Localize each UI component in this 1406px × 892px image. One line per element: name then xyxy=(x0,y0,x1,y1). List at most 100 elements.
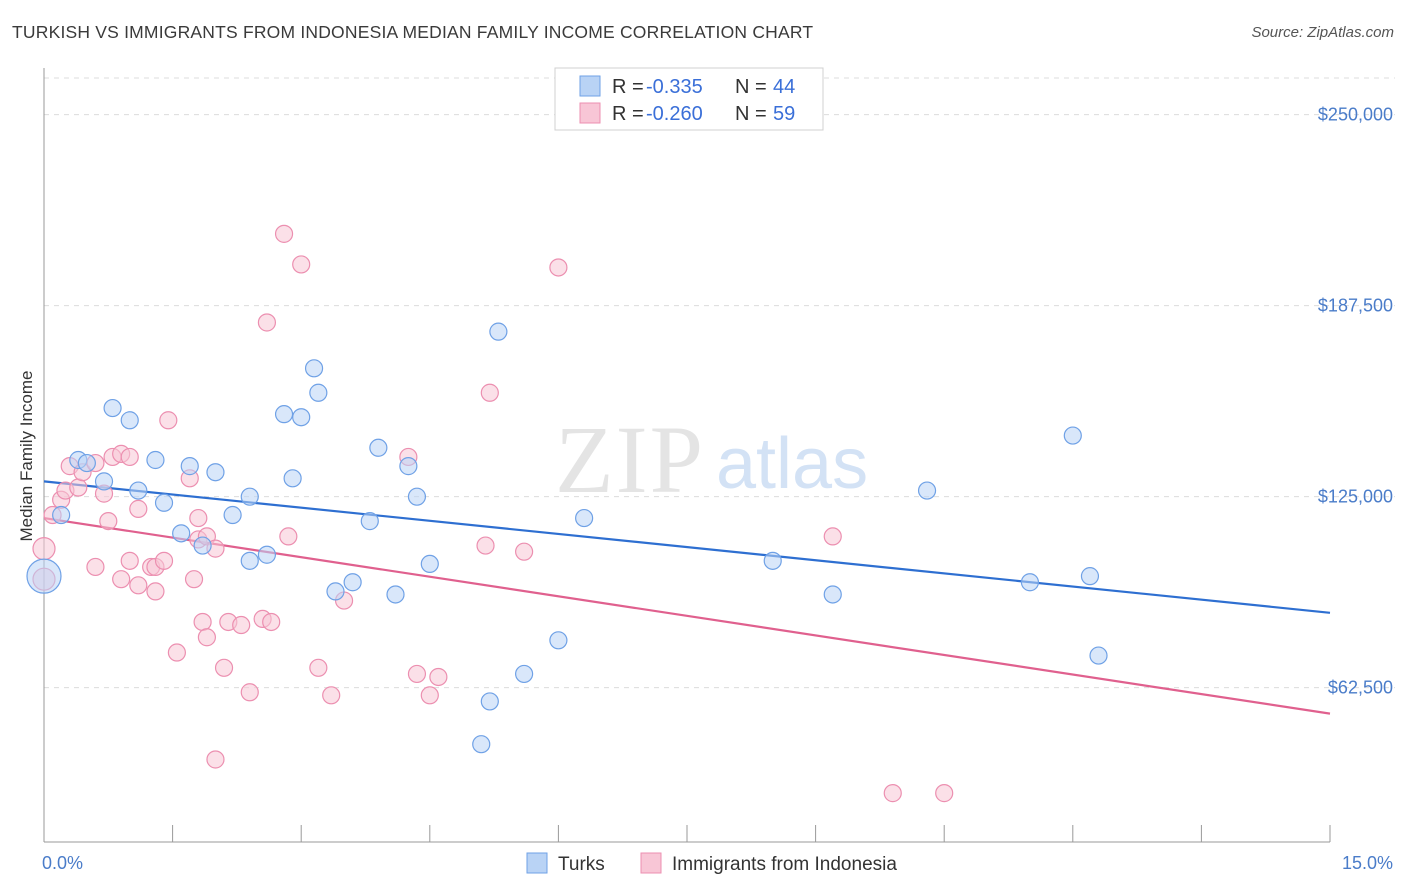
turks-point xyxy=(549,631,568,650)
gridlines xyxy=(44,77,1395,689)
turks-point xyxy=(304,359,324,378)
bottom-legend-swatch-indonesia xyxy=(640,852,662,874)
indonesia-point xyxy=(154,551,174,570)
indonesia-point xyxy=(214,658,234,677)
indonesia-point xyxy=(112,570,131,589)
indonesia-point xyxy=(257,313,277,332)
turks-trend-line xyxy=(43,480,1331,614)
indonesia-point xyxy=(184,570,204,589)
indonesia-point xyxy=(167,643,186,662)
indonesia-point xyxy=(883,784,902,803)
legend-r-value-indonesia: -0.260 xyxy=(646,103,703,125)
indonesia-point xyxy=(515,542,534,561)
legend-swatch-turks xyxy=(579,75,601,97)
indonesia-trend-line xyxy=(43,516,1331,715)
indonesia-point xyxy=(120,447,139,467)
indonesia-point xyxy=(480,383,499,402)
turks-point xyxy=(52,505,71,525)
trend-lines xyxy=(43,480,1331,715)
indonesia-point xyxy=(232,615,251,635)
turks-point xyxy=(326,582,345,601)
turks-point xyxy=(472,735,491,754)
turks-point xyxy=(420,554,439,574)
turks-point xyxy=(309,383,328,402)
turks-point xyxy=(407,487,427,506)
indonesia-point xyxy=(429,667,448,687)
x-tick-min: 0.0% xyxy=(42,853,83,873)
axes xyxy=(43,68,1331,843)
legend-n-label-turks: N = xyxy=(735,76,767,98)
turks-point xyxy=(129,481,148,500)
indonesia-point xyxy=(476,536,495,555)
turks-point xyxy=(193,536,212,555)
indonesia-point xyxy=(32,537,56,561)
watermark-zip: ZIP xyxy=(555,406,705,513)
turks-point xyxy=(283,469,302,488)
y-tick-label: $250,000 xyxy=(1318,105,1393,125)
turks-point xyxy=(399,457,418,476)
legend-n-value-indonesia: 59 xyxy=(773,103,795,125)
turks-point xyxy=(369,438,388,457)
indonesia-point xyxy=(193,612,212,632)
indonesia-point xyxy=(99,512,118,531)
watermark-atlas: atlas xyxy=(716,424,868,504)
indonesia-point xyxy=(159,411,178,430)
indonesia-point xyxy=(407,664,427,684)
indonesia-point xyxy=(120,551,139,570)
turks-point xyxy=(515,664,534,684)
indonesia-point xyxy=(146,582,165,601)
bottom-legend: Turks Immigrants from Indonesia xyxy=(526,852,897,875)
y-tick-label: $125,000 xyxy=(1318,487,1393,507)
legend-swatch-indonesia xyxy=(579,102,601,124)
turks-point xyxy=(1063,426,1082,445)
legend-n-value-turks: 44 xyxy=(773,76,795,98)
turks-point xyxy=(343,573,362,592)
turks-point xyxy=(489,322,508,341)
turks-point xyxy=(360,512,379,531)
indonesia-point xyxy=(823,527,842,546)
y-tick-labels: $62,500 $125,000 $187,500 $250,000 xyxy=(1318,105,1393,698)
indonesia-point xyxy=(129,576,148,595)
turks-point xyxy=(292,408,311,427)
bottom-legend-label-indonesia: Immigrants from Indonesia xyxy=(672,854,897,875)
turks-point xyxy=(1089,646,1108,665)
turks-point xyxy=(223,505,242,525)
turks-point xyxy=(274,405,294,424)
source-credit: Source: ZipAtlas.com xyxy=(1251,24,1394,41)
indonesia-point xyxy=(322,686,341,705)
indonesia-point xyxy=(86,557,105,577)
turks-point xyxy=(120,411,139,430)
chart-title: TURKISH VS IMMIGRANTS FROM INDONESIA MED… xyxy=(12,22,814,42)
turks-point xyxy=(154,493,174,512)
turks-point xyxy=(386,585,405,604)
turks-point xyxy=(26,558,62,594)
turks-point xyxy=(575,508,594,528)
turks-point xyxy=(103,398,122,418)
indonesia-point xyxy=(549,258,568,277)
indonesia-point xyxy=(420,686,439,705)
bottom-legend-label-turks: Turks xyxy=(558,854,605,875)
indonesia-point xyxy=(279,527,298,546)
legend-r-label-indonesia: R = xyxy=(612,103,644,125)
indonesia-point xyxy=(309,658,328,677)
legend-n-label-indonesia: N = xyxy=(735,103,767,125)
y-tick-label: $62,500 xyxy=(1328,678,1393,698)
turks-point xyxy=(1080,567,1100,586)
indonesia-point xyxy=(206,750,225,769)
legend-r-label-turks: R = xyxy=(612,76,644,98)
turks-point xyxy=(823,585,842,604)
turks-point xyxy=(94,472,114,491)
indonesia-point xyxy=(935,784,954,803)
y-axis-label: Median Family Income xyxy=(17,370,36,541)
turks-point xyxy=(1020,573,1040,592)
indonesia-point xyxy=(262,612,281,632)
turks-point xyxy=(480,692,499,711)
turks-point xyxy=(240,551,259,570)
y-tick-label: $187,500 xyxy=(1318,296,1393,316)
indonesia-points xyxy=(32,224,954,803)
turks-point xyxy=(240,487,259,506)
indonesia-point xyxy=(69,478,88,497)
turks-point xyxy=(257,545,277,564)
legend-r-value-turks: -0.335 xyxy=(646,76,703,98)
